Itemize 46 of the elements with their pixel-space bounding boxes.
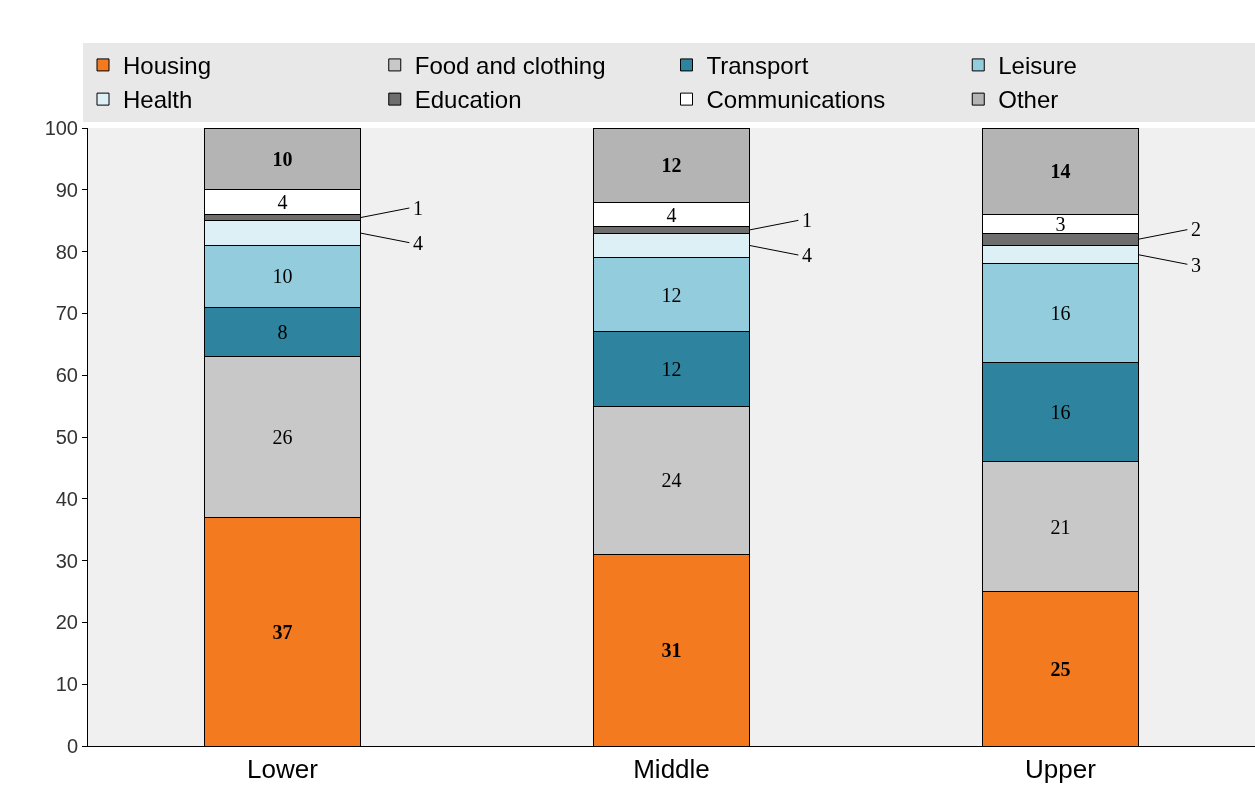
y-tick-label: 60 xyxy=(55,364,78,387)
y-tick-label: 10 xyxy=(55,673,78,696)
data-label: 10 xyxy=(272,265,293,288)
x-tick-label: Middle xyxy=(633,754,710,785)
data-label: 4 xyxy=(802,244,812,266)
data-label: 31 xyxy=(661,639,682,662)
y-tick-label: 30 xyxy=(55,549,78,572)
data-label: 8 xyxy=(277,320,288,343)
data-label: 24 xyxy=(661,469,682,492)
data-label: 16 xyxy=(1050,401,1071,424)
legend-label: Food and clothing xyxy=(414,52,606,80)
y-tick-label: 0 xyxy=(66,735,78,757)
legend-label: Education xyxy=(414,86,522,114)
y-tick-label: 40 xyxy=(55,487,78,510)
y-tick-label: 50 xyxy=(55,426,78,448)
data-label: 4 xyxy=(277,191,288,214)
y-tick-label: 70 xyxy=(55,302,78,325)
y-tick-label: 20 xyxy=(55,611,78,634)
data-label: 10 xyxy=(272,147,293,170)
legend-label: Housing xyxy=(123,52,212,80)
legend-label: Health xyxy=(123,86,193,114)
y-tick-label: 90 xyxy=(55,178,78,201)
data-label: 12 xyxy=(661,358,682,381)
x-tick-label: Lower xyxy=(247,754,319,785)
data-label: 12 xyxy=(661,283,682,306)
x-tick-label: Upper xyxy=(1025,754,1097,785)
data-label: 26 xyxy=(272,426,293,448)
data-label: 14 xyxy=(1050,160,1071,183)
data-label: 4 xyxy=(666,203,677,226)
y-tick-label: 80 xyxy=(55,240,78,263)
legend-label: Other xyxy=(998,86,1059,114)
data-label: 3 xyxy=(1191,254,1201,276)
data-label: 21 xyxy=(1050,515,1071,538)
data-label: 4 xyxy=(413,232,423,254)
data-label: 25 xyxy=(1050,657,1071,680)
y-tick-label: 100 xyxy=(44,117,78,139)
legend-label: Leisure xyxy=(998,52,1077,80)
data-label: 3 xyxy=(1055,212,1066,235)
data-label: 1 xyxy=(802,209,812,231)
legend-label: Transport xyxy=(706,52,809,80)
data-label: 12 xyxy=(661,154,682,177)
data-label: 16 xyxy=(1050,302,1071,325)
data-label: 2 xyxy=(1191,218,1201,240)
data-label: 1 xyxy=(413,197,423,219)
legend-label: Communications xyxy=(706,86,886,114)
data-label: 37 xyxy=(272,620,293,643)
